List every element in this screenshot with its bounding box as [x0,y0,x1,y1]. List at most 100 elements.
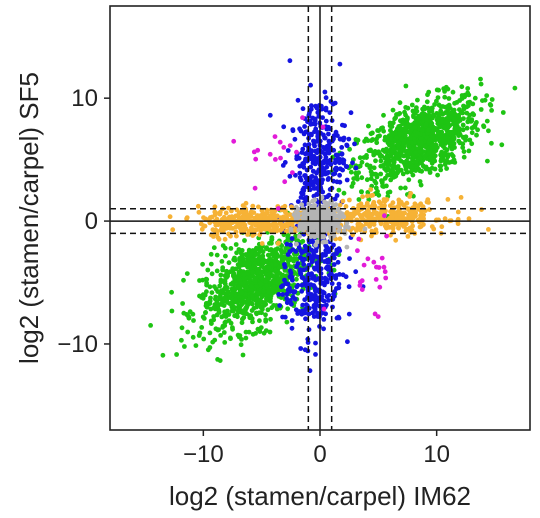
data-point [395,164,401,169]
data-point [392,172,398,178]
data-point [337,61,343,67]
data-point [344,177,350,183]
data-point [332,100,338,106]
data-point [324,194,330,200]
data-point [456,126,462,131]
data-point [374,264,379,270]
data-point [287,274,293,280]
data-point [442,124,447,130]
data-point [325,266,331,272]
data-point [222,236,228,242]
data-point [267,329,273,335]
data-point [297,267,303,273]
data-point [243,252,249,257]
data-point [398,185,404,191]
data-point [472,95,478,101]
data-point [361,155,367,160]
data-point [300,302,306,308]
data-point [339,151,345,157]
data-point [257,302,262,308]
data-point [208,306,214,312]
data-point [226,205,231,211]
data-point [373,180,379,186]
data-point [306,222,312,227]
data-point [315,134,321,139]
data-point [489,108,494,113]
data-point [213,286,219,292]
data-point [264,283,269,288]
data-point [190,334,196,340]
data-point [323,105,329,111]
data-point [170,227,176,233]
data-point [404,200,410,206]
data-point [259,263,264,269]
data-point [261,288,266,294]
data-point [266,289,272,295]
data-point [375,314,381,319]
data-point [309,273,315,279]
data-point [460,145,466,151]
data-point [299,282,305,288]
data-point [394,156,400,161]
data-point [294,264,299,269]
data-point [451,140,456,146]
data-point [372,149,378,154]
data-point [426,127,431,133]
data-point [413,168,419,173]
data-point [372,203,378,209]
data-point [301,262,307,267]
data-point [393,237,399,243]
data-point [348,211,354,217]
x-tick-label: −10 [183,441,224,468]
data-point [248,229,254,234]
data-point [315,262,320,268]
data-point [419,140,425,146]
data-point [219,288,224,294]
data-point [236,284,242,290]
data-point [460,141,466,147]
data-point [293,307,299,313]
data-point [431,226,437,232]
data-point [427,113,432,119]
data-point [218,333,224,338]
data-point [469,130,475,136]
data-point [255,213,260,218]
data-point [294,276,299,282]
data-point [297,233,302,239]
data-point [296,245,302,251]
data-point [434,98,439,104]
data-point [299,202,305,208]
data-point [464,125,470,131]
data-point [315,298,321,304]
data-point [306,239,312,245]
data-point [169,289,175,295]
data-point [382,213,387,219]
data-point [413,213,418,219]
data-point [249,210,255,215]
data-point [224,223,230,228]
data-point [365,190,371,195]
data-point [411,114,416,120]
data-point [334,250,340,256]
data-point [402,185,408,191]
data-point [369,233,374,239]
data-point [474,132,479,138]
data-point [298,177,304,183]
data-point [302,124,307,129]
data-point [430,134,436,139]
data-point [406,144,412,150]
data-point [330,171,336,177]
data-point [357,279,363,285]
data-point [275,241,281,246]
data-point [415,97,420,103]
data-point [358,222,364,228]
data-point [276,264,282,270]
data-point [435,172,440,178]
data-point [197,293,202,299]
data-point [429,105,435,111]
data-point [459,84,465,90]
data-point [451,107,457,113]
data-point [324,216,329,222]
data-point [337,272,342,277]
data-point [209,290,215,295]
